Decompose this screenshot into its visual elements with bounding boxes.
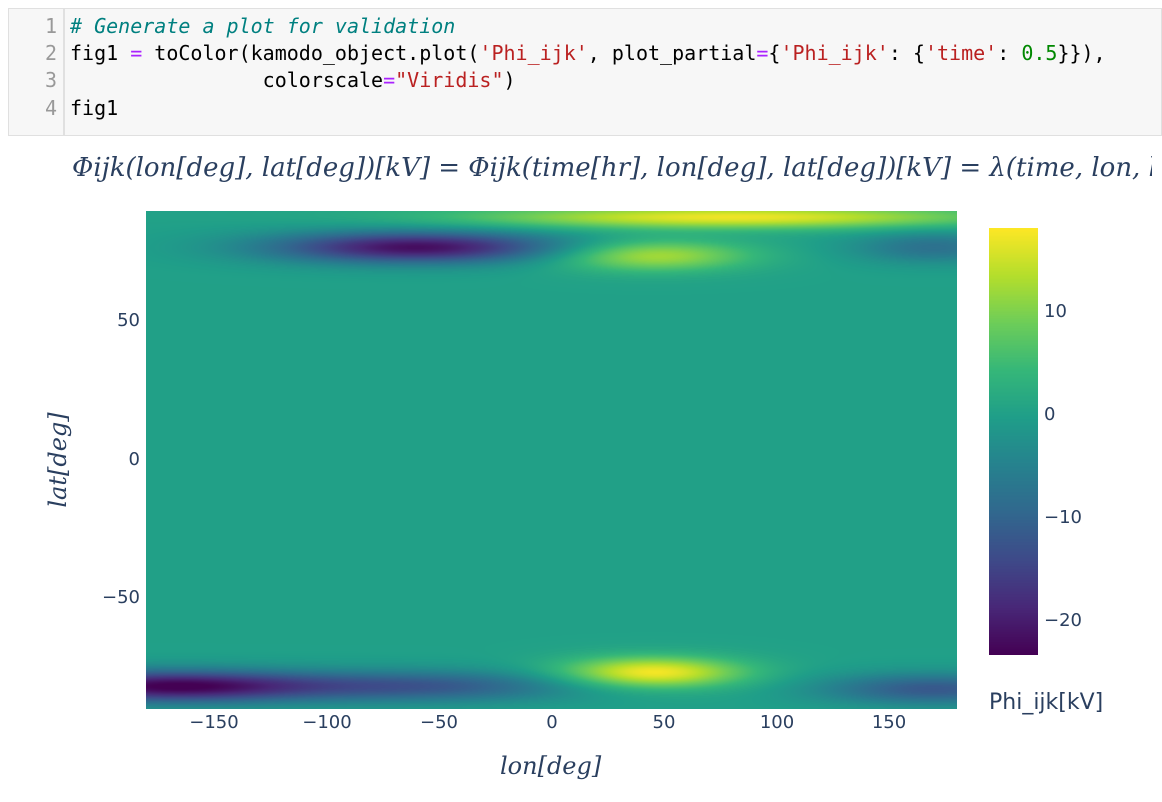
plot-title: Φijk(lon[deg], lat[deg])[kV] = Φijk(time… (72, 153, 1152, 183)
x-tick-label: 0 (546, 712, 558, 733)
code-line-2[interactable]: fig1 = toColor(kamodo_object.plot('Phi_i… (70, 40, 1106, 67)
code-token: ) (503, 68, 516, 92)
colorbar-title: Phi_ijk[kV] (989, 690, 1104, 715)
y-tick-label: 0 (128, 449, 140, 470)
code-token: fig1 (70, 41, 131, 65)
line-number: 4 (44, 96, 57, 120)
y-axis-label: lat[deg] (44, 412, 72, 508)
colorbar-tick-label: −20 (1044, 610, 1082, 631)
line-number: 1 (44, 14, 57, 38)
line-number-gutter: 1 2 3 4 (9, 9, 65, 135)
code-token: , plot_partial (587, 41, 757, 65)
code-string: 'time' (924, 41, 998, 65)
code-operator: = (756, 41, 769, 65)
code-line-3[interactable]: colorscale="Viridis") (70, 67, 516, 94)
colorbar-tick-label: 0 (1044, 404, 1056, 425)
code-number: 0.5 (1021, 41, 1058, 65)
code-string: "Viridis" (395, 68, 504, 92)
x-axis-label: lon[deg] (500, 752, 602, 780)
code-token: : { (888, 41, 925, 65)
code-token: colorscale (70, 68, 384, 92)
y-tick-label: 50 (117, 310, 140, 331)
colorbar (989, 228, 1038, 655)
heatmap-plot-area[interactable] (146, 211, 957, 709)
code-token: { (768, 41, 781, 65)
x-tick-label: −50 (420, 712, 458, 733)
code-comment: # Generate a plot for validation (70, 14, 456, 38)
code-operator: = (130, 41, 143, 65)
code-cell[interactable]: 1 2 3 4 # Generate a plot for validation… (8, 8, 1162, 136)
line-number: 3 (44, 68, 57, 92)
code-token: toColor(kamodo_object.plot( (142, 41, 480, 65)
colorbar-tick-label: −10 (1044, 507, 1082, 528)
x-tick-label: −100 (302, 712, 352, 733)
code-operator: = (383, 68, 396, 92)
code-string: 'Phi_ijk' (479, 41, 588, 65)
code-line-4[interactable]: fig1 (70, 95, 118, 122)
x-tick-label: 50 (652, 712, 676, 733)
code-token: }}), (1057, 41, 1106, 65)
code-token: : (997, 41, 1022, 65)
x-tick-label: −150 (189, 712, 239, 733)
code-string: 'Phi_ijk' (780, 41, 889, 65)
colorbar-tick-label: 10 (1044, 301, 1067, 322)
y-tick-label: −50 (102, 587, 140, 608)
x-tick-label: 100 (759, 712, 795, 733)
code-line-1[interactable]: # Generate a plot for validation (70, 13, 455, 40)
code-token: fig1 (70, 96, 119, 120)
line-number: 2 (44, 41, 57, 65)
x-tick-label: 150 (871, 712, 907, 733)
